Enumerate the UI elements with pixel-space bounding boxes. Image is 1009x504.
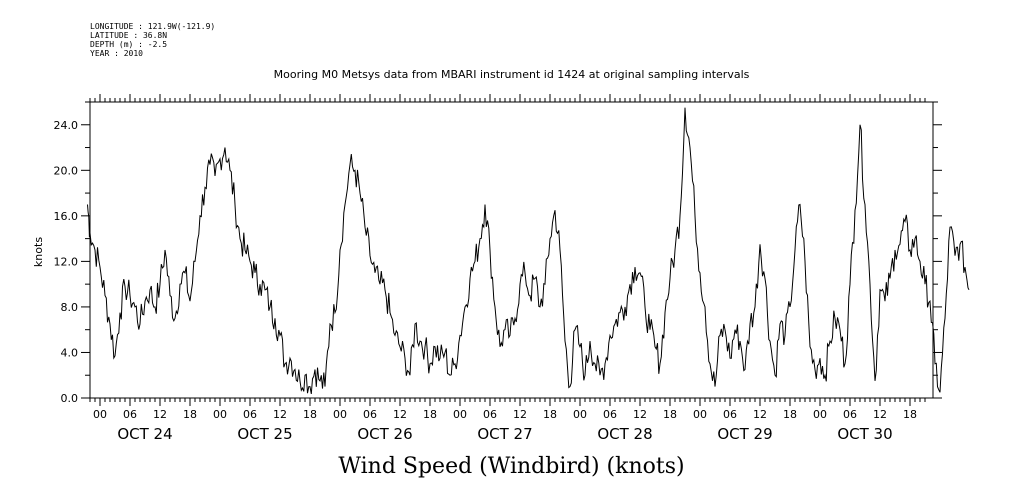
series-line-wind-speed	[87, 107, 970, 394]
x-tick-label: 18	[303, 408, 317, 421]
x-tick-label: 18	[183, 408, 197, 421]
x-tick-label: 18	[903, 408, 917, 421]
y-tick-label: 16.0	[54, 210, 79, 223]
chart-title: Mooring M0 Metsys data from MBARI instru…	[273, 68, 750, 81]
day-label: OCT 26	[357, 425, 412, 443]
x-tick-label: 18	[783, 408, 797, 421]
year-text: YEAR : 2010	[90, 49, 143, 58]
x-tick-label: 00	[693, 408, 707, 421]
x-tick-label: 12	[513, 408, 527, 421]
metadata-block: LONGITUDE : 121.9W(-121.9) LATITUDE : 36…	[90, 22, 215, 58]
x-tick-label: 00	[333, 408, 347, 421]
x-tick-label: 00	[93, 408, 107, 421]
depth-text: DEPTH (m) : -2.5	[90, 40, 168, 49]
x-tick-label: 06	[123, 408, 137, 421]
x-tick-label: 00	[453, 408, 467, 421]
x-tick-label: 12	[393, 408, 407, 421]
latitude-text: LATITUDE : 36.8N	[90, 31, 168, 40]
x-tick-label: 06	[723, 408, 737, 421]
x-tick-label: 06	[483, 408, 497, 421]
longitude-text: LONGITUDE : 121.9W(-121.9)	[90, 22, 216, 31]
y-tick-label: 4.0	[61, 346, 79, 359]
x-tick-label: 00	[573, 408, 587, 421]
x-tick-label: 06	[363, 408, 377, 421]
x-tick-label: 00	[813, 408, 827, 421]
x-tick-label: 18	[423, 408, 437, 421]
y-axis-label: knots	[32, 237, 45, 267]
day-label: OCT 25	[237, 425, 292, 443]
day-labels: OCT 24 OCT 25 OCT 26 OCT 27 OCT 28 OCT 29 OCT …	[117, 425, 892, 443]
x-tick-label: 12	[753, 408, 767, 421]
x-tick-label: 12	[153, 408, 167, 421]
day-label: OCT 27	[477, 425, 532, 443]
day-label: OCT 30	[837, 425, 892, 443]
x-tick-label: 06	[603, 408, 617, 421]
plot-frame	[89, 101, 934, 399]
x-tick-label: 06	[243, 408, 257, 421]
x-tick-label: 12	[273, 408, 287, 421]
x-tick-label: 12	[873, 408, 887, 421]
y-tick-label: 0.0	[61, 392, 79, 405]
tick-marks	[81, 94, 942, 406]
x-tick-label: 18	[663, 408, 677, 421]
y-tick-label: 24.0	[54, 119, 79, 132]
chart-footer-title: Wind Speed (Windbird) (knots)	[338, 454, 685, 479]
y-tick-label: 8.0	[61, 301, 79, 314]
y-tick-label: 12.0	[54, 255, 79, 268]
x-tick-label: 06	[843, 408, 857, 421]
day-label: OCT 24	[117, 425, 172, 443]
y-tick-labels: 0.0 4.0 8.0 12.0 16.0 20.0 24.0	[54, 119, 79, 405]
y-tick-label: 20.0	[54, 164, 79, 177]
x-tick-label: 18	[543, 408, 557, 421]
day-label: OCT 28	[597, 425, 652, 443]
x-tick-label: 12	[633, 408, 647, 421]
x-tick-labels: 00 06 12 18 00 06 12 18 00 06 12 18 00 06 12 18 00 06 12 18…	[93, 408, 917, 421]
x-tick-label: 00	[213, 408, 227, 421]
day-label: OCT 29	[717, 425, 772, 443]
